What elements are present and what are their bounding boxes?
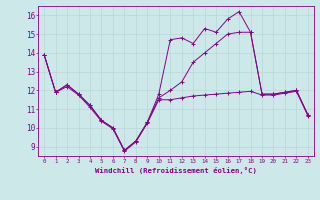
X-axis label: Windchill (Refroidissement éolien,°C): Windchill (Refroidissement éolien,°C) xyxy=(95,167,257,174)
